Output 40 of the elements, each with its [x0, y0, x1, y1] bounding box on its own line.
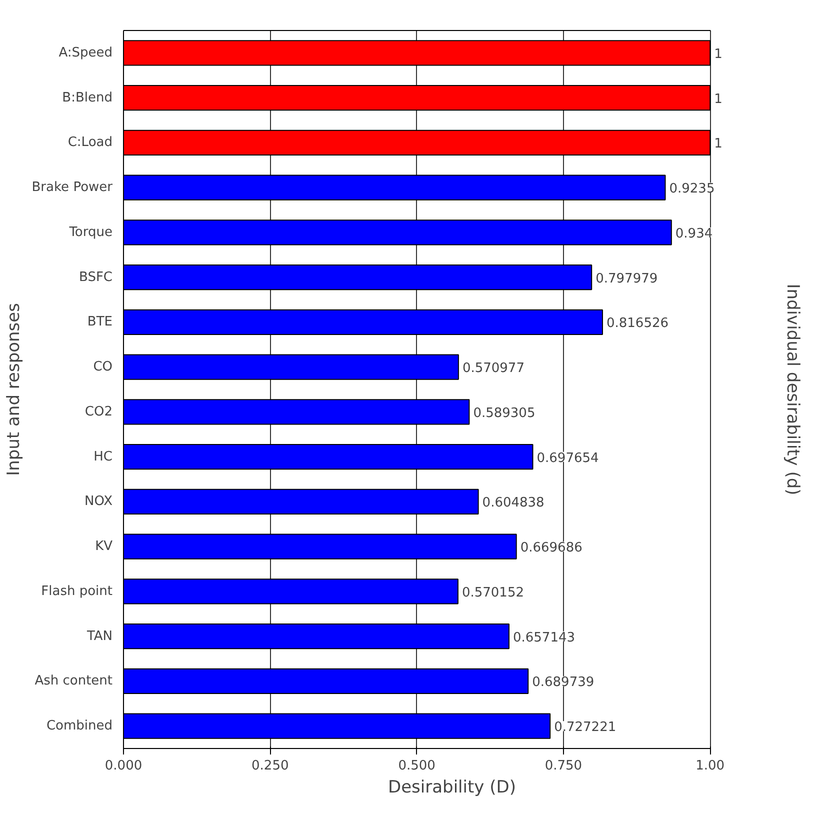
y-tick-label: Torque: [68, 224, 113, 240]
y-tick-label: B:Blend: [62, 90, 113, 106]
data-label: 0.816526: [606, 316, 669, 332]
data-label: 0.689739: [532, 675, 594, 690]
data-label: 0.727221: [554, 720, 616, 736]
data-label: 0.604838: [482, 496, 544, 511]
y-tick-label: Flash point: [41, 584, 113, 599]
data-label: 0.570977: [462, 361, 524, 376]
y-tick-label: Ash content: [34, 674, 113, 689]
x-tick-label: 1.00: [696, 758, 725, 774]
x-tick-label: 0.750: [544, 758, 582, 774]
y-tick-label: A:Speed: [58, 45, 112, 60]
data-label: 0.934: [675, 226, 713, 242]
data-label: 0.589305: [473, 406, 536, 421]
y-tick-label: KV: [95, 539, 113, 554]
data-label: 0.9235: [669, 182, 715, 197]
y-tick-label: CO2: [84, 404, 113, 420]
y-tick-label: TAN: [86, 628, 113, 644]
data-label: 0.657143: [512, 630, 576, 646]
data-label: 1: [714, 46, 722, 62]
y-tick-label: NOX: [84, 494, 113, 510]
data-label: 1: [714, 136, 722, 152]
y-tick-label: BSFC: [79, 270, 113, 285]
x-axis-title: Desirability (D): [388, 778, 516, 798]
y2-axis-title: Individual desirability (d): [782, 284, 802, 496]
y-tick-label: BTE: [87, 314, 113, 330]
data-label: 1: [714, 92, 722, 107]
x-tick-label: 0.000: [104, 758, 142, 774]
data-label: 0.570152: [462, 585, 524, 600]
y-tick-label: Brake Power: [32, 180, 114, 196]
y-tick-label: C:Load: [68, 135, 113, 150]
y-tick-label: Combined: [46, 718, 113, 734]
y-axis-title: Input and responses: [4, 302, 24, 476]
x-tick-label: 0.500: [398, 758, 436, 774]
y-tick-label: CO: [93, 360, 113, 375]
y-tick-label: HC: [94, 449, 113, 464]
data-label: 0.669686: [520, 540, 582, 556]
x-tick-label: 0.250: [252, 758, 289, 774]
data-label: 0.697654: [536, 450, 599, 466]
data-label: 0.797979: [596, 271, 658, 286]
